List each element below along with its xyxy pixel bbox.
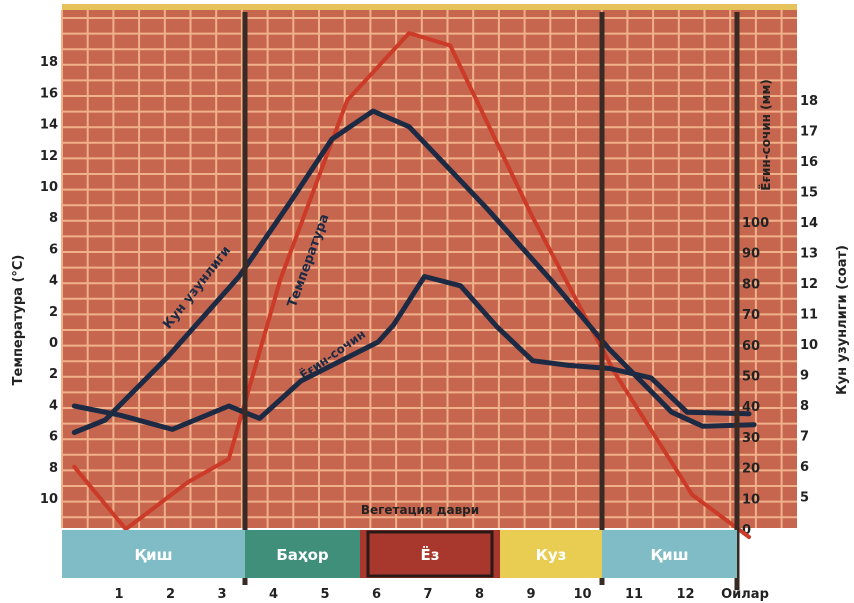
daylength-tick-label: 6 bbox=[800, 460, 809, 475]
precip-tick-label: 50 bbox=[742, 370, 760, 385]
month-label: 11 bbox=[625, 587, 643, 602]
left-tick-label: 12 bbox=[40, 149, 58, 164]
season-label: Баҳор bbox=[276, 546, 329, 564]
month-label: 5 bbox=[320, 587, 329, 602]
left-tick-label: 8 bbox=[49, 211, 58, 226]
season-block bbox=[62, 530, 245, 578]
precip-tick-label: 20 bbox=[742, 462, 760, 477]
daylength-tick-label: 12 bbox=[800, 277, 818, 292]
series-line bbox=[71, 274, 752, 432]
daylength-axis-title: Кун узунлиги (соат) bbox=[835, 245, 850, 395]
season-block bbox=[245, 530, 360, 578]
left-tick-label: 16 bbox=[40, 86, 58, 101]
precip-tick-label: 100 bbox=[742, 216, 769, 231]
precip-tick-label: 90 bbox=[742, 247, 760, 262]
series-line bbox=[72, 31, 751, 539]
left-tick-label: 14 bbox=[40, 118, 58, 133]
left-tick-label: 8 bbox=[49, 461, 58, 476]
left-tick-label: 4 bbox=[49, 274, 58, 289]
left-axis-title: Температура (°C) bbox=[11, 255, 26, 386]
season-label: Қиш bbox=[650, 546, 688, 564]
plot-background bbox=[62, 10, 797, 528]
daylength-tick-label: 16 bbox=[800, 155, 818, 170]
month-label: 10 bbox=[573, 587, 591, 602]
month-label: 8 bbox=[475, 587, 484, 602]
precip-tick-label: 60 bbox=[742, 339, 760, 354]
left-tick-label: 18 bbox=[40, 55, 58, 70]
month-label: 3 bbox=[217, 587, 226, 602]
series-line bbox=[71, 108, 757, 435]
left-tick-label: 6 bbox=[49, 242, 58, 257]
daylength-tick-label: 7 bbox=[800, 430, 809, 445]
month-label: 6 bbox=[372, 587, 381, 602]
daylength-tick-label: 5 bbox=[800, 491, 809, 506]
month-label: 7 bbox=[423, 587, 432, 602]
precip-tick-label: 30 bbox=[742, 431, 760, 446]
daylength-tick-label: 13 bbox=[800, 247, 818, 262]
season-block bbox=[500, 530, 602, 578]
month-label: 9 bbox=[526, 587, 535, 602]
left-tick-label: 2 bbox=[49, 305, 58, 320]
season-label: Қиш bbox=[134, 546, 172, 564]
month-label: 4 bbox=[269, 587, 278, 602]
daylength-tick-label: 8 bbox=[800, 399, 809, 414]
x-axis-end-label: Ойлар bbox=[721, 587, 769, 602]
season-label: Куз bbox=[536, 546, 567, 564]
daylength-tick-label: 9 bbox=[800, 369, 809, 384]
daylength-tick-label: 11 bbox=[800, 308, 818, 323]
left-tick-label: 4 bbox=[49, 398, 58, 413]
season-label: Ёз bbox=[421, 545, 440, 564]
month-label: 12 bbox=[676, 587, 694, 602]
season-block bbox=[360, 530, 500, 578]
daylength-tick-label: 14 bbox=[800, 216, 818, 231]
season-block bbox=[602, 530, 737, 578]
vegetation-label: Вегетация даври bbox=[361, 503, 479, 517]
precip-tick-label: 10 bbox=[742, 492, 760, 507]
month-label: 1 bbox=[114, 587, 123, 602]
left-tick-label: 2 bbox=[49, 367, 58, 382]
daylength-tick-label: 17 bbox=[800, 125, 818, 140]
precip-tick-label: 80 bbox=[742, 277, 760, 292]
daylength-tick-label: 18 bbox=[800, 94, 818, 109]
precip-tick-label: 70 bbox=[742, 308, 760, 323]
precip-tick-label: 0 bbox=[742, 523, 751, 538]
top-strip bbox=[62, 4, 797, 12]
grid bbox=[61, 10, 797, 528]
left-tick-label: 6 bbox=[49, 430, 58, 445]
precip-axis-title: Ёғин-сочин (мм) bbox=[758, 79, 773, 190]
left-tick-label: 10 bbox=[40, 492, 58, 507]
vegetation-bracket bbox=[366, 530, 494, 578]
left-tick-label: 10 bbox=[40, 180, 58, 195]
daylength-tick-label: 10 bbox=[800, 338, 818, 353]
left-tick-label: 0 bbox=[49, 336, 58, 351]
month-label: 2 bbox=[166, 587, 175, 602]
daylength-tick-label: 15 bbox=[800, 186, 818, 201]
